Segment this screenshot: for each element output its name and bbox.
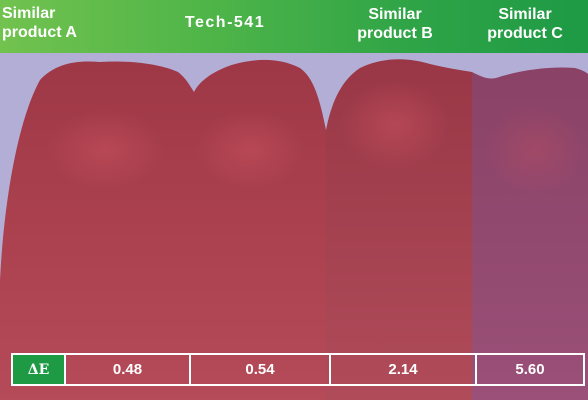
header-bar: Similar product A Tech-541 Similar produ… <box>0 0 588 53</box>
delta-e-value-similar-product-b: 2.14 <box>329 355 475 384</box>
label-tech-541: Tech-541 <box>170 13 280 32</box>
label-line2: product A <box>2 24 77 41</box>
delta-e-value-similar-product-c: 5.60 <box>475 355 583 384</box>
tooth-left <box>0 59 332 400</box>
label-line1: Similar <box>368 6 422 23</box>
label-line1: Similar <box>2 5 56 22</box>
delta-e-value-similar-product-a: 0.48 <box>64 355 189 384</box>
label-line1: Tech-541 <box>184 14 266 31</box>
label-similar-product-a: Similar product A <box>2 4 104 42</box>
label-line2: product B <box>357 25 433 42</box>
delta-e-label: ΔE <box>13 355 64 384</box>
label-similar-product-b: Similar product B <box>340 5 450 43</box>
delta-e-value-tech-541: 0.54 <box>189 355 329 384</box>
label-line1: Similar <box>498 6 552 23</box>
delta-e-table: ΔE 0.48 0.54 2.14 5.60 <box>11 353 585 386</box>
label-similar-product-c: Similar product C <box>470 5 580 43</box>
label-line2: product C <box>487 25 563 42</box>
